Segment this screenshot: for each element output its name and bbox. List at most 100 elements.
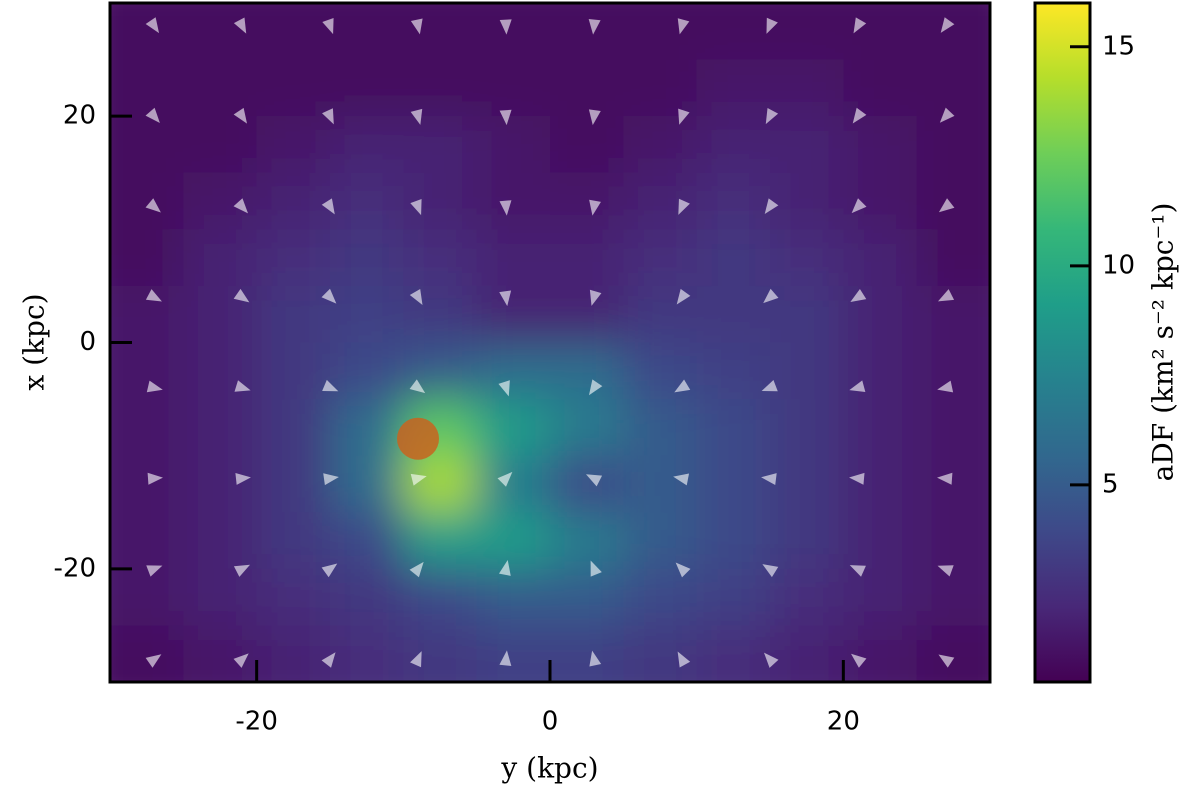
heat-cell xyxy=(183,285,258,344)
heat-cell xyxy=(403,229,478,287)
heat-cell xyxy=(843,512,918,570)
heat-cell xyxy=(110,512,185,570)
heat-cell xyxy=(916,116,990,174)
heat-cell xyxy=(256,59,331,118)
heat-cell xyxy=(476,3,551,61)
heat-cell xyxy=(843,229,918,287)
heat-cell xyxy=(623,172,698,231)
heat-cell xyxy=(770,399,845,457)
heat-cell xyxy=(843,342,918,401)
arrow xyxy=(145,654,162,668)
arrow xyxy=(498,559,511,576)
x-tick-label: -20 xyxy=(235,707,277,737)
heat-cell xyxy=(183,568,258,627)
heat-cell xyxy=(183,455,258,514)
x-axis-label: y (kpc) xyxy=(500,752,598,785)
arrow xyxy=(233,107,248,124)
arrow xyxy=(145,198,161,213)
heat-cell xyxy=(110,399,185,457)
heat-cell xyxy=(183,3,258,61)
heat-cell xyxy=(696,285,771,344)
heat-cell xyxy=(916,229,990,287)
heat-cell xyxy=(770,342,845,401)
heat-cell xyxy=(110,229,185,287)
heat-cell xyxy=(110,455,185,514)
colorbar-tick-label: 5 xyxy=(1102,469,1119,499)
heat-cell xyxy=(256,455,331,514)
heat-cell xyxy=(256,342,331,401)
heat-cell xyxy=(403,3,478,61)
heat-cell xyxy=(770,229,845,287)
arrow xyxy=(852,107,867,124)
arrow xyxy=(585,474,603,487)
heat-cell xyxy=(550,116,625,174)
arrow xyxy=(410,199,422,216)
colorbar xyxy=(1033,1,1092,684)
arrow xyxy=(674,379,691,393)
heat-cell xyxy=(623,3,698,61)
arrow xyxy=(937,289,955,302)
arrow xyxy=(588,109,601,126)
arrow xyxy=(233,564,251,577)
arrow xyxy=(851,198,867,214)
heat-cell xyxy=(843,116,918,174)
heat-cell xyxy=(330,568,405,627)
heat-cell xyxy=(916,512,990,570)
arrow xyxy=(233,17,247,34)
arrow xyxy=(589,199,601,216)
heat-cell xyxy=(330,625,405,682)
arrow xyxy=(678,198,690,215)
heat-cell xyxy=(476,172,551,231)
heat-cell xyxy=(183,399,258,457)
heat-cell xyxy=(476,625,551,682)
heat-cell xyxy=(696,342,771,401)
heat-cell xyxy=(256,3,331,61)
arrow xyxy=(853,17,867,34)
heat-cell xyxy=(550,172,625,231)
heat-cell xyxy=(476,59,551,118)
heat-cell xyxy=(256,229,331,287)
heat-cell xyxy=(183,172,258,231)
arrow xyxy=(499,290,512,307)
heat-cell xyxy=(330,455,405,514)
heat-cell xyxy=(256,116,331,174)
arrow xyxy=(145,17,160,34)
x-tick-label: 20 xyxy=(827,707,860,737)
heat-cell xyxy=(770,285,845,344)
arrow xyxy=(321,563,338,578)
arrow xyxy=(851,653,867,668)
heat-cell xyxy=(550,3,625,61)
arrow xyxy=(233,653,249,668)
arrow xyxy=(850,288,867,303)
heat-cell xyxy=(550,285,625,344)
arrow xyxy=(322,379,339,392)
heat-cell xyxy=(696,568,771,627)
arrow xyxy=(762,564,779,578)
arrow xyxy=(410,651,422,668)
axes: -20 0 20 -20 0 20 5 10 15 xyxy=(54,1,1135,737)
heat-cell xyxy=(110,172,185,231)
heat-cell xyxy=(770,455,845,514)
heat-cell xyxy=(696,399,771,457)
heat-cell xyxy=(330,229,405,287)
heatmap xyxy=(110,3,990,682)
heat-cell xyxy=(696,625,771,682)
arrow xyxy=(849,380,866,393)
arrow xyxy=(323,473,339,486)
heat-cell xyxy=(623,342,698,401)
arrow xyxy=(763,288,779,304)
heat-cell xyxy=(916,3,990,61)
heat-cell xyxy=(623,116,698,174)
heat-cell xyxy=(843,625,918,682)
arrow xyxy=(410,108,423,125)
arrow xyxy=(497,471,513,487)
heat-cell xyxy=(550,568,625,627)
heat-cell xyxy=(843,3,918,61)
marker-point xyxy=(397,417,439,460)
heat-cell xyxy=(916,455,990,514)
heat-cell xyxy=(110,3,185,61)
heat-cell xyxy=(476,285,551,344)
heat-cell xyxy=(476,342,551,401)
heat-cell xyxy=(916,342,990,401)
heat-cell xyxy=(183,116,258,174)
